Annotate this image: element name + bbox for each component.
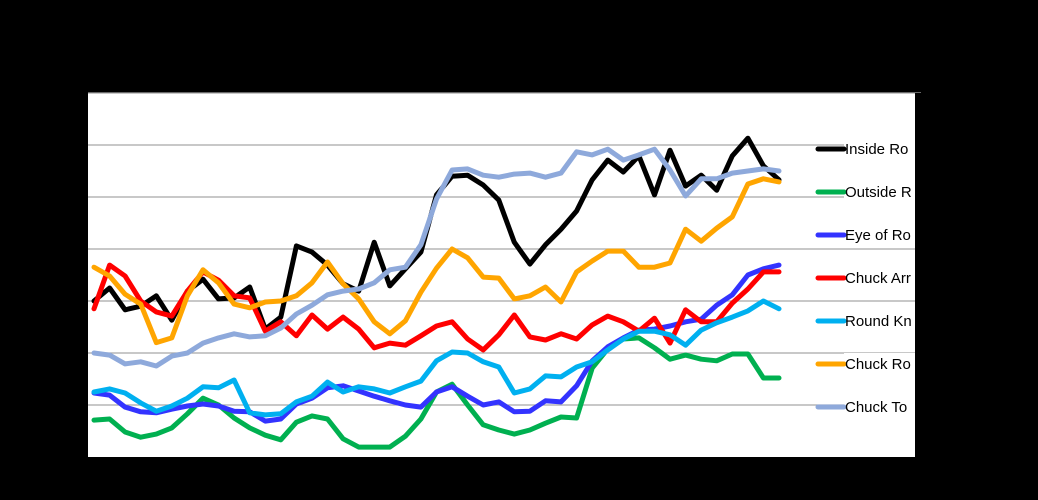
legend-clip-mask <box>915 93 1038 457</box>
legend-item: Chuck Arr <box>815 267 915 287</box>
legend-label: Round Kn <box>845 313 912 330</box>
plot-area <box>88 93 921 457</box>
legend: Inside Ro Outside R Eye of Ro Chuck Arr Roun… <box>815 138 915 416</box>
series-line-chuck-to <box>91 146 782 369</box>
legend-item: Eye of Ro <box>815 224 915 244</box>
series-line-chuck-ro <box>91 176 782 346</box>
legend-item: Outside R <box>815 181 915 201</box>
legend-item: Chuck To <box>815 396 915 416</box>
legend-label: Chuck Arr <box>845 270 911 287</box>
series-line-round-kn <box>91 298 782 418</box>
legend-label: Outside R <box>845 184 912 201</box>
legend-item: Inside Ro <box>815 138 915 158</box>
gridlines <box>88 92 921 406</box>
series-line-eye-of-ro <box>91 262 782 424</box>
legend-label: Inside Ro <box>845 141 908 158</box>
legend-label: Chuck To <box>845 399 907 416</box>
series-lines <box>91 135 782 450</box>
legend-item: Chuck Ro <box>815 353 915 373</box>
legend-label: Chuck Ro <box>845 356 911 373</box>
legend-label: Eye of Ro <box>845 227 911 244</box>
legend-item: Round Kn <box>815 310 915 330</box>
